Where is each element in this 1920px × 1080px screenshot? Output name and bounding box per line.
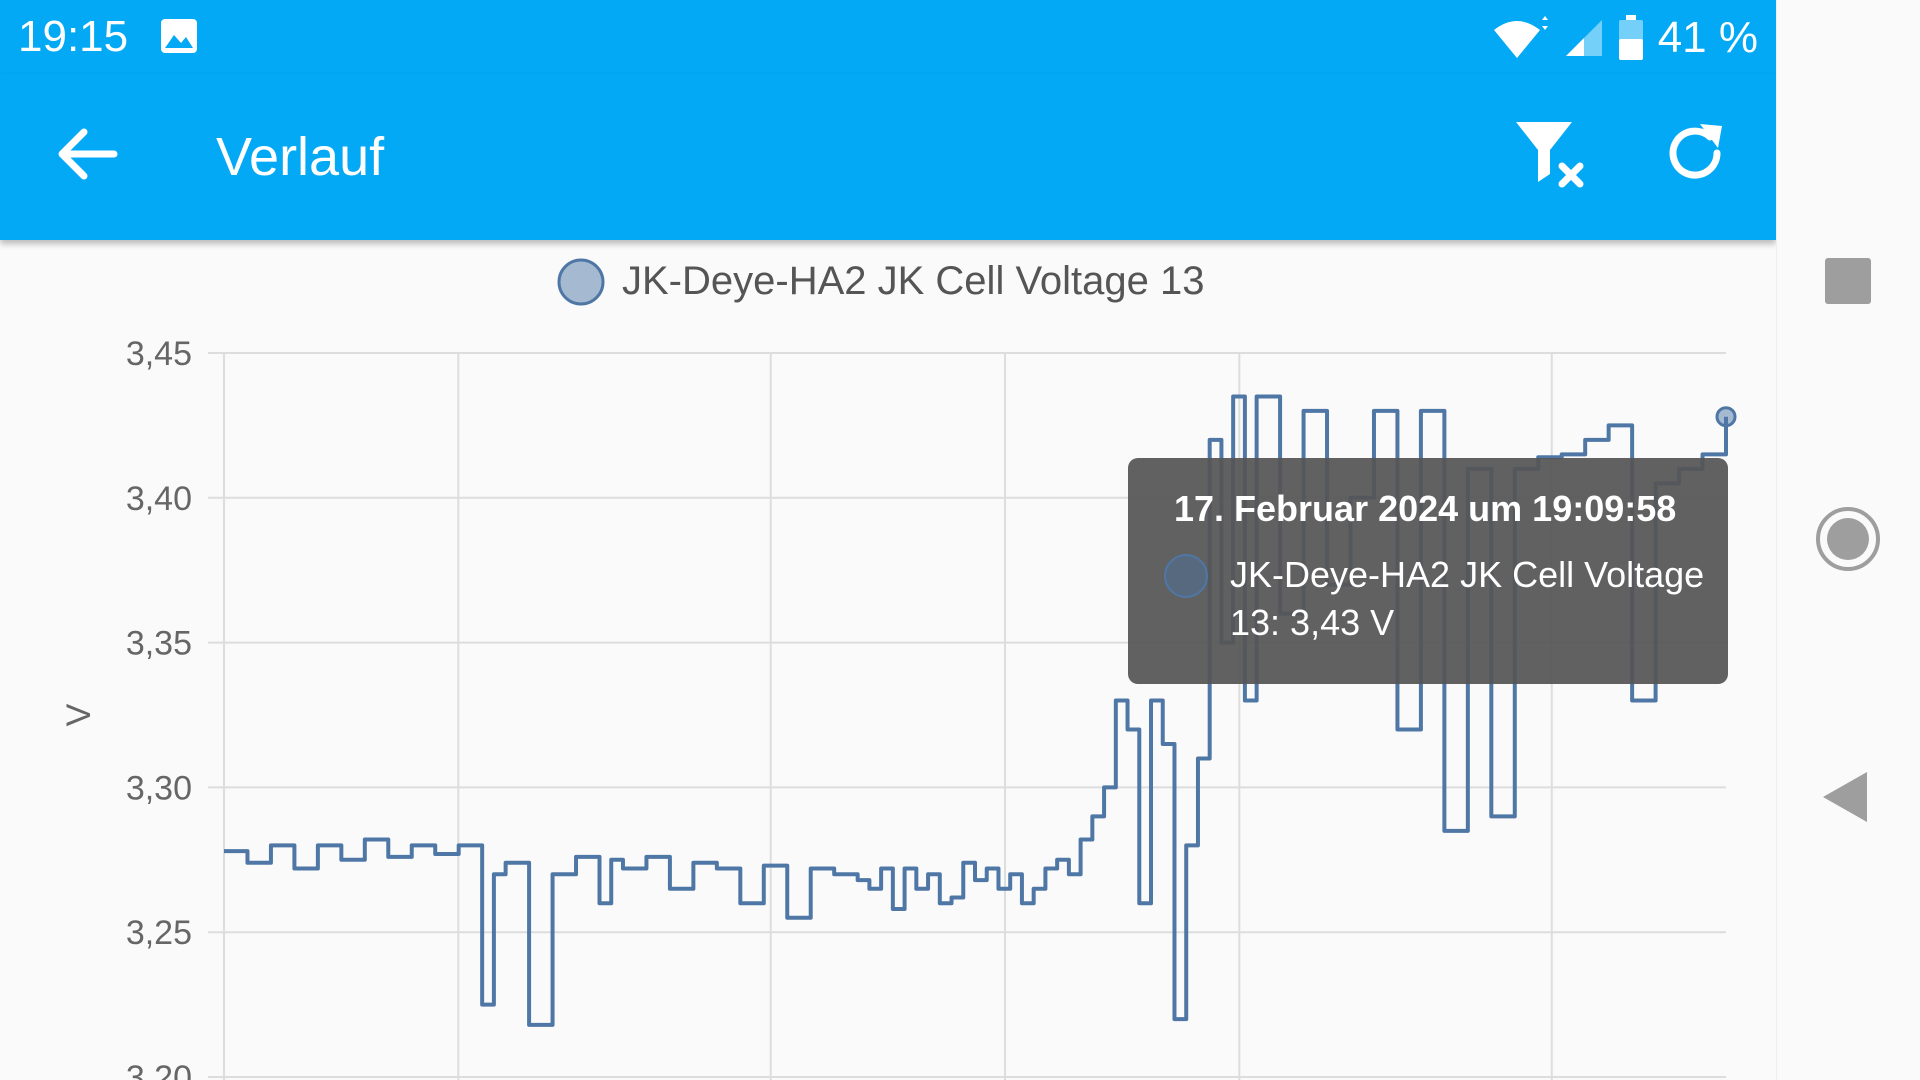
legend-label: JK-Deye-HA2 JK Cell Voltage 13: [622, 259, 1205, 303]
home-icon[interactable]: [1815, 506, 1881, 572]
tooltip-series-value: 13: 3,43 V: [1230, 602, 1395, 643]
y-tick-label: 3,45: [126, 335, 192, 373]
y-tick-label: 3,25: [126, 914, 192, 952]
refresh-icon: [1669, 124, 1722, 179]
page-title: Verlauf: [216, 127, 385, 187]
app-bar: Verlauf: [0, 74, 1776, 240]
refresh-button[interactable]: [1662, 120, 1728, 186]
status-bar: 19:15 41 %: [0, 0, 1776, 74]
arrow-back-icon: [58, 128, 118, 180]
image-icon: [161, 19, 197, 53]
y-tick-label: 3,40: [126, 480, 192, 518]
tooltip-title: 17. Februar 2024 um 19:09:58: [1174, 488, 1677, 529]
filter-remove-icon: [1516, 122, 1584, 188]
recents-icon[interactable]: [1825, 258, 1871, 304]
highlighted-point: [1715, 406, 1737, 428]
navigation-bar: [1776, 0, 1920, 1080]
y-tick-label: 3,35: [126, 625, 192, 663]
battery-percent: 41 %: [1657, 13, 1758, 62]
status-icons: 41 %: [1492, 10, 1758, 66]
clear-filter-button[interactable]: [1512, 118, 1590, 190]
wifi-icon: [1493, 16, 1548, 58]
battery-icon: [1618, 15, 1643, 60]
y-tick-label: 3,20: [126, 1059, 192, 1080]
series-line: [224, 394, 1728, 1027]
tooltip-series-label: JK-Deye-HA2 JK Cell Voltage: [1230, 554, 1705, 595]
back-button[interactable]: [52, 124, 122, 184]
y-axis-label: V: [60, 703, 98, 726]
status-time: 19:15: [18, 12, 129, 61]
back-icon[interactable]: [1823, 772, 1867, 822]
legend-marker: [557, 258, 605, 306]
y-tick-label: 3,30: [126, 769, 192, 807]
tooltip-series-marker: [1164, 554, 1208, 598]
chart: 3,45 3,40 3,35 3,30 3,25 3,20 V JK-Deye-HA2 JK …: [60, 258, 1737, 1080]
signal-icon: [1565, 20, 1602, 56]
chart-tooltip: 17. Februar 2024 um 19:09:58 JK-Deye-HA2…: [1128, 458, 1728, 684]
